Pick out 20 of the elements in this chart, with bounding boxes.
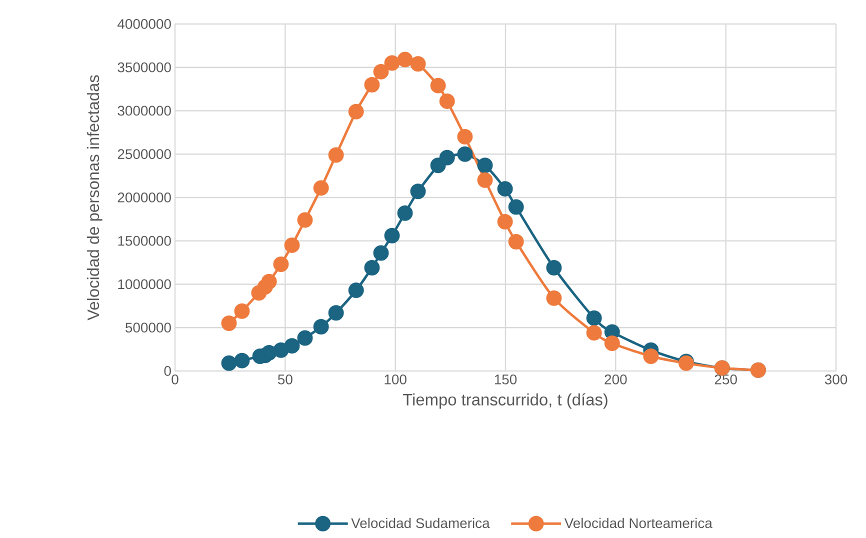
x-tick-label: 100 [384, 374, 406, 384]
y-tick-label: 1000000 [118, 279, 171, 290]
y-tick-label: 4000000 [118, 19, 171, 29]
y-tick-label: 1500000 [118, 236, 171, 246]
x-tick-label: 250 [714, 374, 737, 384]
x-tick-label: 200 [604, 374, 627, 384]
y-tick-label: 3500000 [118, 62, 171, 72]
y-tick-label: 3000000 [118, 106, 171, 116]
y-axis-title: Velocidad de personas infectadas [87, 75, 102, 320]
x-tick-label: 50 [278, 374, 292, 384]
legend-label: Velocidad Sudamerica [351, 518, 490, 528]
y-tick-label: 0 [164, 366, 171, 376]
y-tick-label: 500000 [126, 322, 171, 333]
x-tick-label: 300 [824, 374, 848, 384]
x-tick-label: 150 [494, 374, 517, 384]
x-axis-title: Tiempo transcurrido, t (días) [402, 393, 608, 409]
legend-label: Velocidad Norteamerica [564, 518, 712, 528]
y-tick-label: 2500000 [118, 149, 171, 160]
x-tick-label: 0 [172, 374, 178, 384]
y-tick-label: 2000000 [118, 192, 171, 202]
